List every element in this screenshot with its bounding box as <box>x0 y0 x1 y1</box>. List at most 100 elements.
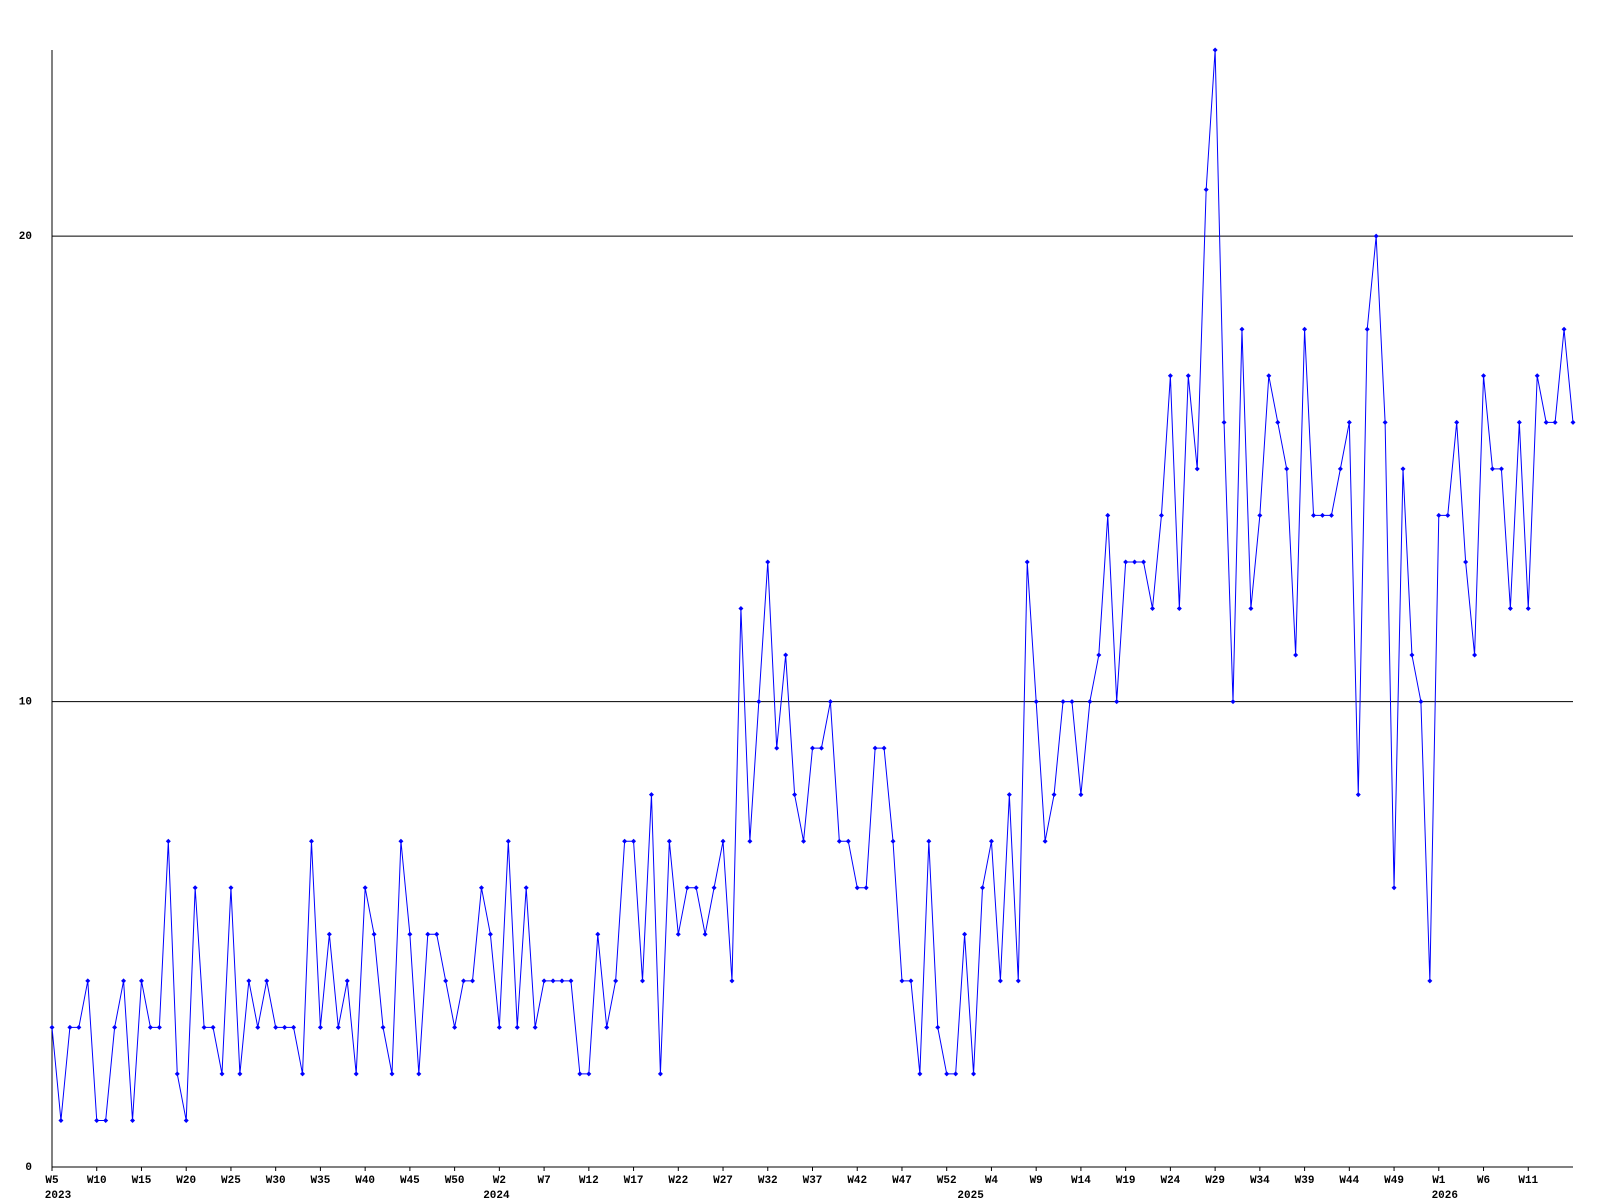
data-point <box>103 1117 109 1123</box>
data-point <box>121 978 127 984</box>
data-point <box>648 792 654 798</box>
x-tick-label: W29 <box>1205 1175 1225 1187</box>
data-point <box>282 1024 288 1030</box>
data-point <box>335 1024 341 1030</box>
x-tick-label: W10 <box>87 1175 107 1187</box>
data-point <box>1507 606 1513 611</box>
data-point <box>1302 326 1308 332</box>
x-tick-label: W25 <box>221 1175 241 1187</box>
data-point <box>1489 466 1495 472</box>
data-point <box>237 1071 243 1077</box>
data-point <box>291 1024 297 1030</box>
x-tick-label: W37 <box>803 1175 823 1187</box>
data-point <box>264 978 270 984</box>
data-point <box>1141 559 1147 565</box>
data-point <box>568 978 574 984</box>
data-point <box>756 699 762 705</box>
data-point <box>344 978 350 984</box>
data-point <box>112 1024 118 1030</box>
x-tick-label: W5 <box>45 1175 59 1187</box>
data-point <box>255 1024 261 1030</box>
data-point <box>76 1024 82 1030</box>
x-tick-label: W32 <box>758 1175 778 1187</box>
data-point <box>1472 652 1478 658</box>
data-point <box>1328 512 1334 518</box>
data-point <box>979 885 985 891</box>
data-point <box>1337 466 1343 472</box>
data-point <box>1006 792 1012 798</box>
data-point <box>1087 699 1093 705</box>
data-point <box>765 559 771 565</box>
data-point <box>657 1071 663 1077</box>
data-point <box>443 978 449 984</box>
data-point <box>926 838 932 844</box>
x-tick-label: W9 <box>1030 1175 1043 1187</box>
data-point <box>622 838 628 844</box>
data-point <box>1203 187 1209 193</box>
data-point <box>246 978 252 984</box>
x-tick-label: W42 <box>847 1175 867 1187</box>
data-point <box>1284 466 1290 472</box>
x-tick-label: W35 <box>311 1175 331 1187</box>
data-point <box>1311 512 1317 518</box>
data-point <box>1427 978 1433 984</box>
data-point <box>49 1024 55 1030</box>
data-point <box>1382 419 1388 425</box>
data-point <box>1364 326 1370 332</box>
data-point <box>308 838 314 844</box>
data-point <box>523 885 529 891</box>
data-point <box>604 1024 610 1030</box>
data-point <box>1167 373 1173 379</box>
data-point <box>836 838 842 844</box>
data-point <box>971 1071 977 1077</box>
data-point <box>810 745 815 751</box>
data-point <box>470 978 476 984</box>
data-point <box>613 978 619 984</box>
data-point <box>353 1071 359 1077</box>
data-point <box>908 978 914 984</box>
x-tick-label: W17 <box>624 1175 644 1187</box>
data-point <box>1293 652 1299 658</box>
data-point <box>1221 419 1227 425</box>
data-point <box>1275 419 1281 425</box>
data-point <box>818 745 824 751</box>
data-point <box>1185 373 1191 379</box>
data-point <box>720 838 726 844</box>
data-point <box>1176 606 1182 611</box>
data-point <box>138 978 144 984</box>
data-point <box>684 885 690 891</box>
x-tick-label: W30 <box>266 1175 286 1187</box>
data-point <box>58 1117 64 1123</box>
data-point <box>407 931 413 937</box>
x-tick-label: W45 <box>400 1175 420 1187</box>
data-point <box>872 745 878 751</box>
data-point <box>1436 512 1442 518</box>
data-point <box>1570 419 1576 425</box>
x-tick-label: W24 <box>1160 1175 1180 1187</box>
x-tick-label: W12 <box>579 1175 599 1187</box>
x-tick-label: W20 <box>176 1175 196 1187</box>
x-tick-label: W15 <box>132 1175 152 1187</box>
data-point <box>1060 699 1066 705</box>
year-label: 2023 <box>45 1190 72 1200</box>
data-point <box>1454 419 1460 425</box>
data-point <box>1132 559 1138 565</box>
data-point <box>729 978 735 984</box>
data-point <box>434 931 440 937</box>
data-point <box>1346 419 1352 425</box>
data-point <box>514 1024 520 1030</box>
data-point <box>425 931 431 937</box>
data-point <box>1561 326 1567 332</box>
data-point <box>94 1117 100 1123</box>
data-point <box>1105 512 1111 518</box>
data-point <box>783 652 789 658</box>
data-point <box>1400 466 1406 472</box>
data-point <box>1516 419 1522 425</box>
data-point <box>461 978 467 984</box>
data-point <box>183 1117 189 1123</box>
x-tick-label: W11 <box>1518 1175 1538 1187</box>
data-point <box>300 1071 306 1077</box>
data-point <box>228 885 234 891</box>
data-point <box>997 978 1003 984</box>
